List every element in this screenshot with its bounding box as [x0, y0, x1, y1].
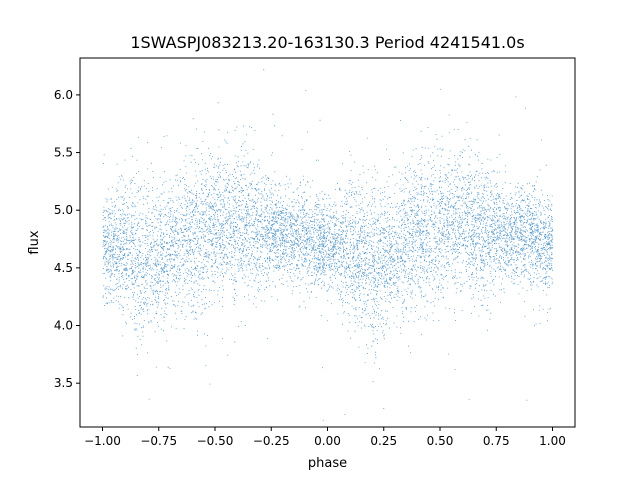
x-tick-label: −0.75: [140, 434, 177, 448]
x-tick-label: 0.00: [314, 434, 341, 448]
x-axis: −1.00 −0.75 −0.50 −0.25 0.00 0.25 0.50 0.75 1.00: [84, 427, 566, 448]
y-tick-label: 5.0: [54, 203, 73, 217]
y-axis: 3.5 4.0 4.5 5.0 5.5 6.0: [54, 88, 80, 390]
y-tick-label: 6.0: [54, 88, 73, 102]
x-tick-label: 0.50: [427, 434, 454, 448]
x-tick-label: −1.00: [84, 434, 121, 448]
x-tick-label: 1.00: [539, 434, 566, 448]
x-tick-label: 0.75: [483, 434, 510, 448]
x-tick-label: 0.25: [370, 434, 397, 448]
x-tick-label: −0.25: [253, 434, 290, 448]
y-axis-label: flux: [27, 230, 42, 254]
x-axis-label: phase: [308, 456, 347, 471]
y-tick-label: 4.0: [54, 319, 73, 333]
chart-title: 1SWASPJ083213.20-163130.3 Period 4241541…: [130, 33, 524, 52]
scatter-points: [102, 69, 554, 421]
y-tick-label: 4.5: [54, 261, 73, 275]
data-point-cloud: [102, 69, 554, 421]
y-tick-label: 5.5: [54, 146, 73, 160]
x-tick-label: −0.50: [197, 434, 234, 448]
y-tick-label: 3.5: [54, 376, 73, 390]
